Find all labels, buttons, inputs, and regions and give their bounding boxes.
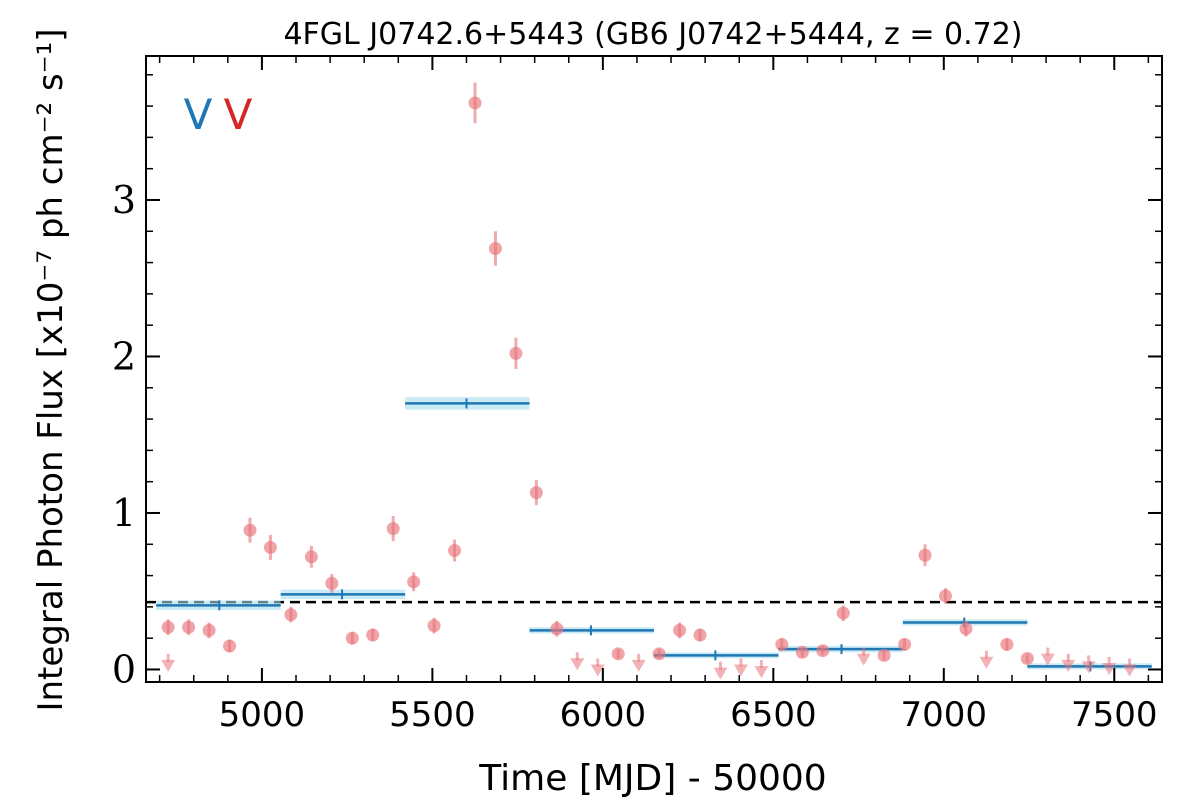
data-point-14 <box>448 544 462 558</box>
data-point-34 <box>1020 652 1034 666</box>
data-point-3 <box>223 639 237 653</box>
data-point-16 <box>488 241 502 255</box>
data-point-26 <box>816 644 830 658</box>
marker-label-blue: V <box>184 90 213 139</box>
data-point-31 <box>939 589 953 603</box>
x-tick-label-2: 6000 <box>560 695 647 735</box>
binned-flux-layer <box>156 397 1152 672</box>
data-point-0 <box>161 620 175 634</box>
y-tick-label-2: 2 <box>112 334 136 378</box>
data-point-7 <box>304 550 318 564</box>
y-tick-label-0: 0 <box>112 647 136 691</box>
data-point-6 <box>284 608 298 622</box>
data-point-25 <box>795 645 809 659</box>
data-point-20 <box>611 647 625 661</box>
upper-limit-arrow-8 <box>979 656 994 669</box>
data-point-13 <box>427 619 441 633</box>
data-point-4 <box>243 523 257 537</box>
upper-limit-arrow-12 <box>1102 662 1117 675</box>
axis-ticks-layer: 5000 5500 6000 6500 7000 7500 0 1 2 3 <box>112 56 1162 735</box>
upper-limit-arrow-0 <box>161 659 176 672</box>
upper-limit-arrow-3 <box>631 659 646 672</box>
y-tick-label-3: 3 <box>112 178 136 222</box>
upper-limit-arrow-10 <box>1061 659 1076 672</box>
y-axis-label: Integral Photon Flux [x10⁻⁷ ph cm⁻² s⁻¹] <box>31 28 71 711</box>
data-point-30 <box>918 548 932 562</box>
x-tick-label-4: 7000 <box>901 695 988 735</box>
upper-limits-layer <box>161 647 1137 680</box>
data-point-27 <box>836 606 850 620</box>
data-point-9 <box>345 631 359 645</box>
plot-frame <box>145 55 1163 683</box>
x-tick-label-5: 7500 <box>1071 695 1158 735</box>
data-point-5 <box>263 540 277 554</box>
data-point-28 <box>877 648 891 662</box>
upper-limit-arrow-5 <box>733 664 748 677</box>
data-point-8 <box>325 576 339 590</box>
marker-label-red: V <box>224 90 253 139</box>
monthly-flux-layer <box>161 82 1034 666</box>
data-point-2 <box>202 623 216 637</box>
data-point-22 <box>673 623 687 637</box>
data-point-1 <box>182 620 196 634</box>
x-axis-label: Time [MJD] - 50000 <box>478 758 826 799</box>
data-point-32 <box>959 622 973 636</box>
data-point-19 <box>550 622 564 636</box>
data-point-23 <box>693 628 707 642</box>
upper-limit-arrow-9 <box>1040 653 1055 666</box>
data-point-18 <box>529 486 543 500</box>
chart-title: 4FGL J0742.6+5443 (GB6 J0742+5444, z = 0… <box>283 17 1022 52</box>
upper-limit-arrow-4 <box>713 667 728 680</box>
data-point-11 <box>386 522 400 536</box>
upper-limit-arrow-2 <box>590 664 605 677</box>
upper-limit-arrow-7 <box>856 653 871 666</box>
data-point-21 <box>652 647 666 661</box>
x-tick-label-0: 5000 <box>219 695 306 735</box>
x-tick-label-3: 6500 <box>730 695 817 735</box>
data-point-33 <box>1000 637 1014 651</box>
upper-limit-arrow-11 <box>1081 661 1096 674</box>
data-point-29 <box>898 637 912 651</box>
data-point-17 <box>509 346 523 360</box>
upper-limit-arrow-6 <box>754 666 769 679</box>
x-tick-label-1: 5500 <box>389 695 476 735</box>
upper-limit-arrow-1 <box>570 658 585 671</box>
data-point-24 <box>775 637 789 651</box>
upper-limit-arrow-13 <box>1122 664 1137 677</box>
data-point-12 <box>407 575 421 589</box>
data-point-10 <box>366 628 380 642</box>
data-point-15 <box>468 96 482 110</box>
y-tick-label-1: 1 <box>112 491 136 535</box>
